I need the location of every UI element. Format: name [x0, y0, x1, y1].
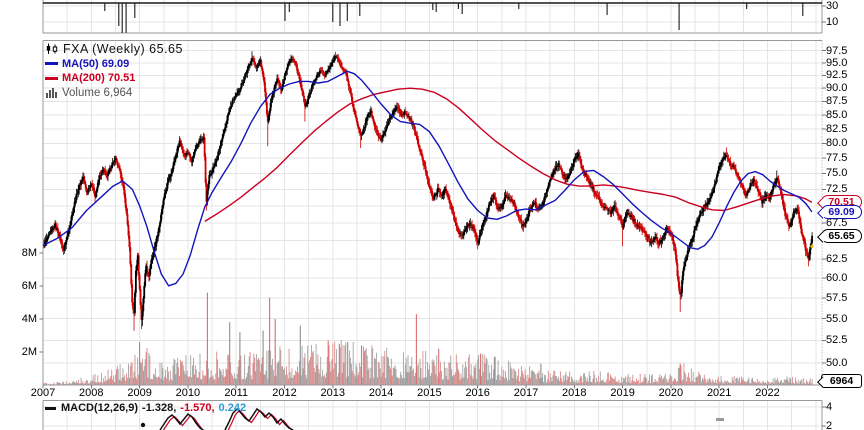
macd-legend: MACD(12,26,9) -1.328, -1.570, 0.242	[45, 402, 250, 414]
price-axis-label: 50.0	[826, 357, 848, 370]
volume-axis-label: 8M	[21, 247, 37, 259]
price-bubble-last: 65.65	[821, 228, 862, 243]
legend-title-row: FXA (Weekly) 65.65	[45, 42, 183, 57]
ma200-swatch	[45, 76, 58, 80]
volume-axis-label: 4M	[21, 313, 37, 325]
year-axis-label: 2010	[175, 387, 201, 399]
year-axis-label: 2007	[30, 387, 56, 399]
year-axis-label: 2008	[79, 387, 104, 399]
price-axis-label: 60.0	[826, 271, 848, 284]
price-axis-label: 87.5	[826, 95, 848, 108]
ma50-label: MA(50) 69.09	[62, 57, 130, 70]
ma50-line	[43, 70, 813, 287]
year-axis-label: 2019	[610, 387, 635, 399]
legend-ma200-row: MA(200) 70.51	[45, 71, 183, 86]
candlestick-icon	[45, 43, 59, 55]
year-axis-label: 2012	[272, 387, 297, 399]
price-axis-label: 82.5	[826, 122, 848, 135]
year-axis-label: 2021	[706, 387, 732, 399]
price-axis-label: 67.5	[826, 216, 848, 229]
macd-value-3: 0.242	[218, 402, 247, 414]
price-axis-label: 95.0	[826, 56, 848, 69]
oscillator-axis-label: 10	[826, 16, 839, 28]
volume-label: Volume 6,964	[62, 86, 133, 99]
price-axis-label: 77.5	[826, 152, 848, 165]
macd-axis-label: 2	[826, 420, 833, 430]
year-axis-label: 2018	[562, 387, 587, 399]
price-axis-label: 75.0	[826, 167, 848, 180]
year-axis-label: 2015	[417, 387, 442, 399]
price-axis-label: 55.0	[826, 312, 848, 325]
macd-axis-label: 4	[826, 401, 833, 413]
year-axis-label: 2011	[224, 387, 249, 399]
price-bubble-volume: 6964	[821, 374, 862, 388]
last-price-marker	[810, 244, 814, 248]
macd-value-2: -1.570,	[180, 402, 215, 414]
macd-name: MACD(12,26,9)	[61, 402, 139, 414]
price-axis-label: 52.5	[826, 334, 848, 347]
ma200-label: MA(200) 70.51	[62, 72, 136, 85]
price-axis-label: 80.0	[826, 137, 848, 150]
chart-legend: FXA (Weekly) 65.65 MA(50) 69.09 MA(200) …	[45, 42, 183, 100]
price-axis-label: 92.5	[826, 69, 848, 82]
price-axis-label: 72.5	[826, 183, 848, 196]
volume-axis-label: 6M	[21, 280, 37, 292]
volume-bars-icon	[45, 87, 58, 99]
year-axis-label: 2020	[658, 387, 684, 399]
year-axis-label: 2022	[755, 387, 780, 399]
price-axis-label: 85.0	[826, 108, 848, 121]
price-bubble-ma50: 69.09	[821, 204, 862, 219]
price-axis-label: 97.5	[826, 44, 848, 57]
macd-swatch	[45, 406, 56, 410]
price-axis-label: 90.0	[826, 82, 848, 95]
year-axis-label: 2009	[127, 387, 152, 399]
macd-value-1: -1.328,	[142, 402, 177, 414]
year-axis-label: 2013	[320, 387, 346, 399]
ma200-line	[204, 87, 813, 222]
symbol-title: FXA (Weekly) 65.65	[63, 42, 183, 57]
price-axis-label: 62.5	[826, 252, 848, 265]
price-axis-label: 57.5	[826, 291, 848, 304]
oscillator-axis-label: 30	[826, 0, 839, 12]
year-axis-label: 2017	[513, 387, 539, 399]
legend-ma50-row: MA(50) 69.09	[45, 57, 183, 72]
volume-axis-label: 2M	[21, 346, 37, 358]
ma50-swatch	[45, 62, 58, 66]
year-axis-label: 2016	[465, 387, 490, 399]
year-axis-label: 2014	[368, 387, 394, 399]
legend-volume-row: Volume 6,964	[45, 86, 183, 101]
